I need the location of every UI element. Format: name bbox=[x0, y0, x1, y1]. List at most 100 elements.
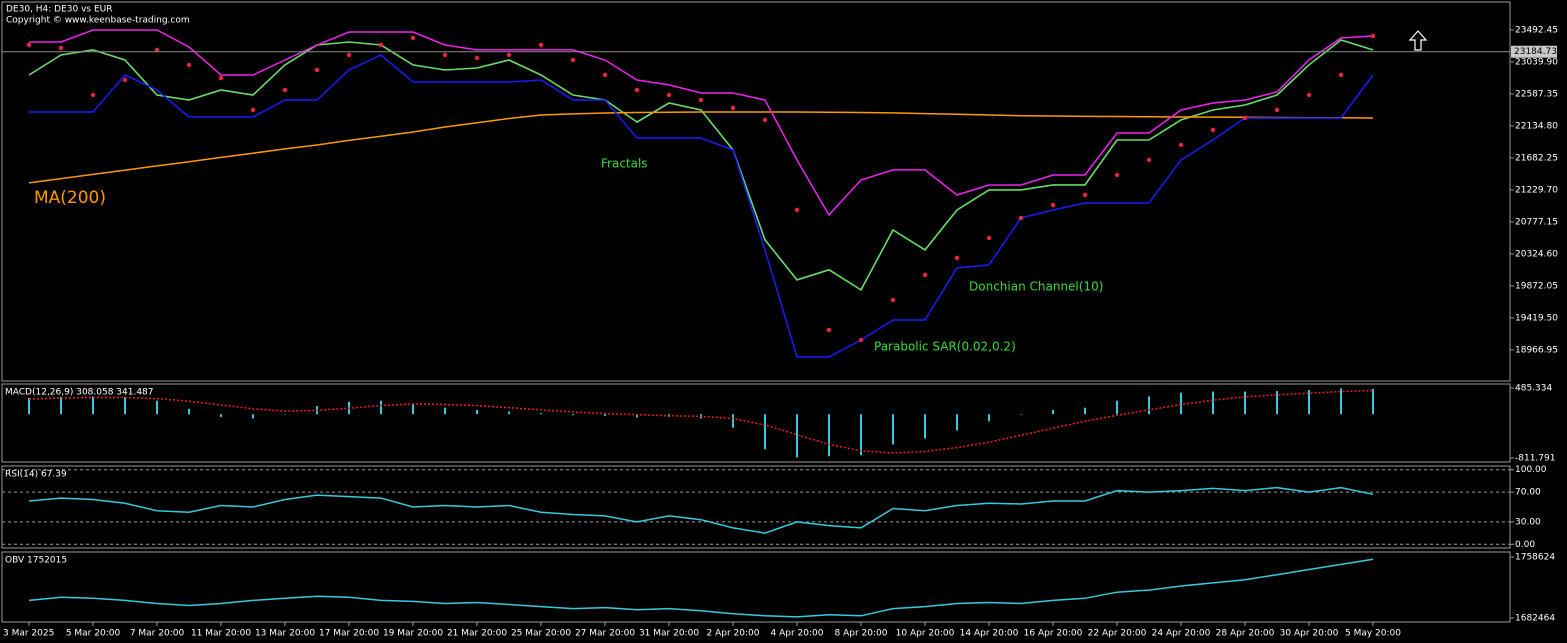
histogram-bar bbox=[284, 414, 286, 415]
sar-dot bbox=[954, 255, 960, 261]
x-tick-label: 5 May 20:00 bbox=[1345, 629, 1401, 639]
series-line bbox=[29, 54, 1374, 358]
panel-title: RSI(14) 67.39 bbox=[5, 470, 67, 480]
y-tick-label: 21229.70 bbox=[1515, 185, 1558, 195]
sar-dot bbox=[1274, 107, 1280, 113]
histogram-bar bbox=[892, 414, 894, 445]
sar-dot bbox=[1146, 157, 1152, 163]
x-tick-label: 4 Apr 20:00 bbox=[771, 629, 824, 639]
y-tick-label: 70.00 bbox=[1515, 488, 1541, 498]
histogram-bar bbox=[924, 414, 926, 439]
histogram-bar bbox=[1084, 407, 1086, 415]
sar-dot bbox=[282, 87, 288, 93]
histogram-bar bbox=[92, 396, 94, 415]
series-line bbox=[29, 29, 1374, 217]
copyright: Copyright © www.keenbase-trading.com bbox=[6, 16, 190, 26]
obv-panel bbox=[1, 551, 1511, 623]
y-tick-label: 23039.90 bbox=[1515, 57, 1558, 67]
last-price-label: 23184.73 bbox=[1514, 47, 1557, 57]
x-tick-label: 27 Mar 20:00 bbox=[575, 629, 635, 639]
x-tick-label: 17 Mar 20:00 bbox=[319, 629, 379, 639]
sar-dot bbox=[218, 75, 224, 81]
x-tick-label: 30 Apr 20:00 bbox=[1280, 629, 1339, 639]
sar-dot bbox=[922, 272, 928, 278]
x-tick-label: 14 Apr 20:00 bbox=[960, 629, 1019, 639]
sar-dot bbox=[1242, 115, 1248, 121]
sar-dot bbox=[570, 57, 576, 63]
histogram-bar bbox=[1308, 389, 1310, 415]
x-tick-label: 10 Apr 20:00 bbox=[896, 629, 955, 639]
histogram-bar bbox=[1052, 409, 1054, 415]
histogram-bar bbox=[1180, 392, 1182, 415]
y-tick-label: 22134.80 bbox=[1515, 121, 1558, 131]
x-tick-label: 5 Mar 20:00 bbox=[66, 629, 121, 639]
x-tick-label: 22 Apr 20:00 bbox=[1088, 629, 1147, 639]
histogram-bar bbox=[572, 414, 574, 416]
y-tick-label: 30.00 bbox=[1515, 517, 1541, 527]
y-tick-label: 1758624 bbox=[1515, 553, 1555, 563]
sar-dot bbox=[474, 55, 480, 61]
sar-dot bbox=[986, 235, 992, 241]
histogram-bar bbox=[1020, 414, 1022, 415]
sar-dot bbox=[506, 52, 512, 58]
sar-dot bbox=[1178, 142, 1184, 148]
y-tick-label: 485.334 bbox=[1515, 384, 1552, 394]
sar-dot bbox=[698, 97, 704, 103]
x-tick-label: 28 Apr 20:00 bbox=[1216, 629, 1275, 639]
sar-dot bbox=[666, 92, 672, 98]
y-tick-label: 100.00 bbox=[1515, 465, 1547, 475]
y-tick-label: 23492.45 bbox=[1515, 25, 1558, 35]
histogram-bar bbox=[1212, 391, 1214, 415]
sar-dot bbox=[634, 87, 640, 93]
series-line bbox=[28, 486, 1374, 534]
histogram-bar bbox=[1244, 391, 1246, 415]
y-tick-label: 20777.15 bbox=[1515, 217, 1558, 227]
histogram-bar bbox=[956, 414, 958, 431]
x-tick-label: 3 Mar 2025 bbox=[3, 629, 54, 639]
y-tick-label: 20324.60 bbox=[1515, 249, 1558, 259]
sar-dot bbox=[730, 105, 736, 111]
y-tick-label: 22587.35 bbox=[1515, 89, 1558, 99]
series-line bbox=[28, 389, 1374, 454]
histogram-bar bbox=[1148, 396, 1150, 415]
histogram-bar bbox=[988, 414, 990, 422]
x-tick-label: 16 Apr 20:00 bbox=[1024, 629, 1083, 639]
annotation: Fractals bbox=[601, 157, 648, 171]
histogram-bar bbox=[1340, 388, 1342, 415]
sar-dot bbox=[1338, 72, 1344, 78]
y-tick-label: 0.00 bbox=[1515, 540, 1535, 550]
x-tick-label: 24 Apr 20:00 bbox=[1152, 629, 1211, 639]
series-line bbox=[28, 39, 1374, 292]
sar-dot bbox=[1082, 192, 1088, 198]
histogram-bar bbox=[412, 403, 414, 415]
histogram-bar bbox=[508, 411, 510, 415]
sar-dot bbox=[442, 52, 448, 58]
histogram-bar bbox=[636, 414, 638, 418]
histogram-bar bbox=[252, 414, 254, 419]
main-panel bbox=[1, 1, 1511, 382]
histogram-bar bbox=[28, 398, 30, 415]
histogram-bar bbox=[828, 414, 830, 457]
rsi-panel bbox=[1, 465, 1511, 549]
histogram-bar bbox=[764, 414, 766, 450]
histogram-bar bbox=[1372, 388, 1374, 415]
histogram-bar bbox=[220, 414, 222, 417]
y-tick-label: 1682464 bbox=[1515, 613, 1555, 623]
x-tick-label: 13 Mar 20:00 bbox=[255, 629, 315, 639]
histogram-bar bbox=[476, 409, 478, 415]
sar-dot bbox=[346, 52, 352, 58]
histogram-bar bbox=[188, 408, 190, 415]
sar-dot bbox=[186, 62, 192, 68]
panel-title: OBV 1752015 bbox=[5, 556, 67, 566]
histogram-bar bbox=[124, 396, 126, 415]
sar-dot bbox=[1018, 215, 1024, 221]
sar-dot bbox=[762, 117, 768, 123]
histogram-bar bbox=[380, 400, 382, 415]
histogram-bar bbox=[604, 414, 606, 416]
sar-dot bbox=[314, 67, 320, 73]
y-tick-label: -811.791 bbox=[1515, 453, 1555, 463]
sar-dot bbox=[1210, 127, 1216, 133]
sar-dot bbox=[26, 42, 32, 48]
